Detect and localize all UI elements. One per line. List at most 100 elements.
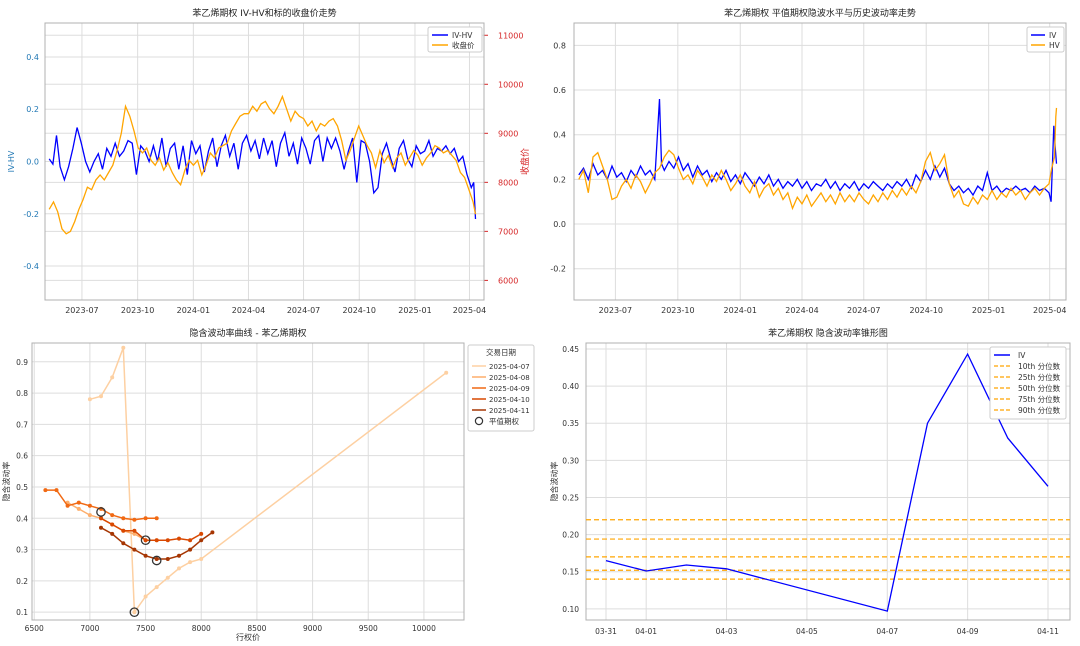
plot-frame xyxy=(44,22,485,301)
atm-marker xyxy=(129,607,140,618)
plot-frame xyxy=(31,342,465,621)
smile-point xyxy=(177,553,181,558)
legend-label: 25th 分位数 xyxy=(1018,372,1061,382)
y2-tick-label: 11000 xyxy=(498,31,523,40)
y-tick-label: 0.6 xyxy=(16,452,28,461)
x-tick-label: 04-01 xyxy=(635,627,657,636)
smile-point xyxy=(54,488,59,493)
x-tick-label: 2023-07 xyxy=(65,306,98,315)
smile-point xyxy=(132,528,137,533)
y-tick-label: 0.45 xyxy=(562,345,579,354)
y2-tick-label: 8000 xyxy=(498,178,518,187)
legend-label: 2025-04-11 xyxy=(489,407,530,415)
smile-point xyxy=(76,506,81,511)
x-tick-label: 6500 xyxy=(25,624,44,633)
smile-point xyxy=(110,531,115,536)
smile-line-2025-04-10 xyxy=(100,517,202,541)
smile-point xyxy=(143,538,148,543)
y-tick-label: -0.4 xyxy=(23,262,39,271)
smile-point xyxy=(99,525,103,530)
smile-line-2025-04-07 xyxy=(89,347,447,615)
x-tick-label: 7000 xyxy=(80,624,99,633)
smile-point xyxy=(87,397,92,402)
x-tick-label: 2023-10 xyxy=(121,306,154,315)
y-tick-label: 0.0 xyxy=(26,158,39,167)
smile-point xyxy=(132,517,137,522)
atm-marker xyxy=(140,535,151,546)
smile-point xyxy=(188,538,193,543)
smile-point xyxy=(121,528,126,533)
y-tick-label: 0.5 xyxy=(16,483,28,492)
legend-box xyxy=(989,346,1067,420)
legend-atm-label: 平值期权 xyxy=(489,416,519,426)
y-axis-label: 隐含波动率 xyxy=(549,462,559,502)
y-axis-label: IV-HV xyxy=(7,150,16,172)
atm-marker xyxy=(151,555,162,566)
y-tick-label: -0.2 xyxy=(550,265,566,274)
series-line-iv-hv xyxy=(48,127,477,220)
chart-title: 苯乙烯期权 平值期权隐波水平与历史波动率走势 xyxy=(724,7,916,19)
smile-point xyxy=(110,522,115,527)
x-tick-label: 8000 xyxy=(192,624,211,633)
legend-label: 50th 分位数 xyxy=(1018,383,1061,393)
x-tick-label: 2024-07 xyxy=(847,306,880,315)
smile-point xyxy=(110,513,115,518)
legend-label: 2025-04-10 xyxy=(489,396,530,404)
smile-point xyxy=(87,503,92,508)
smile-point xyxy=(99,394,103,399)
y-tick-label: 0.7 xyxy=(16,420,28,429)
legend-label: IV xyxy=(1018,351,1026,360)
smile-point xyxy=(199,538,204,543)
smile-point xyxy=(121,345,126,350)
x-tick-label: 03-31 xyxy=(595,627,617,636)
y-tick-label: 0.0 xyxy=(553,220,566,229)
legend-label: HV xyxy=(1049,41,1061,50)
legend-label: 2025-04-09 xyxy=(489,385,530,393)
smile-point xyxy=(76,500,81,505)
smile-point xyxy=(199,531,204,536)
legend-label: 2025-04-07 xyxy=(489,363,530,371)
smile-point xyxy=(444,370,449,375)
y-tick-label: 0.4 xyxy=(553,131,566,140)
y-tick-label: 0.2 xyxy=(16,577,28,586)
plot-frame xyxy=(585,342,1071,621)
x-tick-label: 9500 xyxy=(359,624,378,633)
smile-point xyxy=(132,531,137,536)
smile-point xyxy=(121,516,126,521)
chart-title: 苯乙烯期权 隐含波动率锥形图 xyxy=(768,327,888,339)
y-tick-label: 0.35 xyxy=(562,419,579,428)
atm-marker xyxy=(96,507,106,517)
x-tick-label: 04-05 xyxy=(796,627,818,636)
legend-label: 90th 分位数 xyxy=(1018,405,1061,415)
y-tick-label: 0.1 xyxy=(16,608,28,617)
smile-point xyxy=(143,516,148,521)
x-tick-label: 04-11 xyxy=(1037,627,1059,636)
y-tick-label: 0.4 xyxy=(26,53,39,62)
smile-point xyxy=(165,575,170,580)
smile-point xyxy=(177,536,181,541)
y-tick-label: 0.4 xyxy=(16,514,28,523)
iv-line xyxy=(605,352,1049,612)
x-tick-label: 2024-01 xyxy=(177,306,210,315)
y-tick-label: 0.15 xyxy=(562,568,579,577)
y-tick-label: 0.40 xyxy=(562,382,579,391)
smile-point xyxy=(165,538,170,543)
chart-title: 苯乙烯期权 IV-HV和标的收盘价走势 xyxy=(192,7,336,19)
x-tick-label: 2024-10 xyxy=(343,306,376,315)
legend-label: IV xyxy=(1049,31,1057,40)
x-tick-label: 2023-10 xyxy=(661,306,694,315)
smile-point xyxy=(188,547,193,552)
x-tick-label: 2025-04 xyxy=(453,306,486,315)
chart-title: 隐含波动率曲线 - 苯乙烯期权 xyxy=(190,327,307,339)
legend-label: 10th 分位数 xyxy=(1018,361,1061,371)
smile-point xyxy=(199,557,204,561)
smile-point xyxy=(143,553,148,558)
smile-point xyxy=(121,541,126,546)
legend-label: 75th 分位数 xyxy=(1018,394,1061,404)
y2-tick-label: 9000 xyxy=(498,129,518,138)
x-tick-label: 10000 xyxy=(412,624,436,633)
y2-axis-label: 收盘价 xyxy=(519,148,531,175)
x-tick-label: 04-09 xyxy=(957,627,979,636)
y-tick-label: -0.2 xyxy=(23,210,39,219)
smile-line-2025-04-09 xyxy=(45,489,157,521)
